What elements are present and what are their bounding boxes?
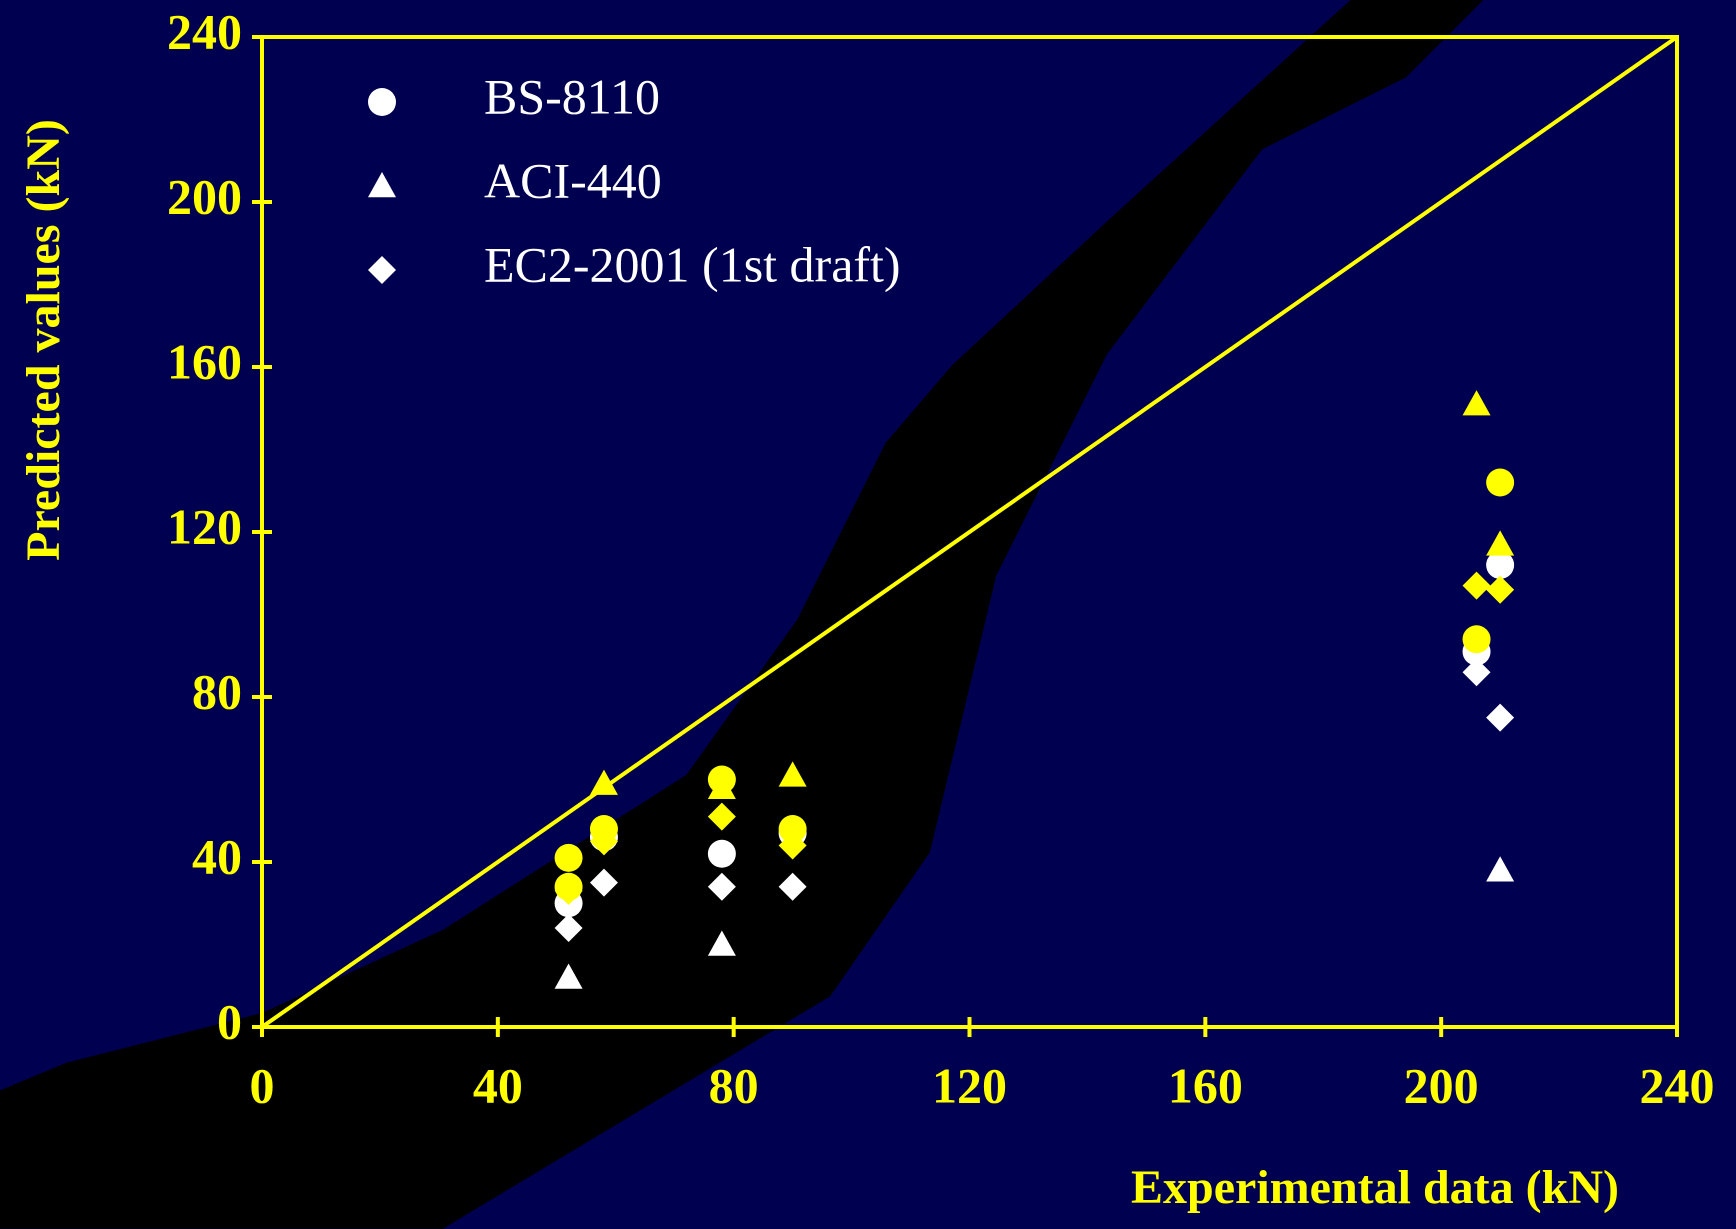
marker-circle — [708, 840, 736, 868]
y-tick-label: 200 — [167, 168, 242, 224]
y-tick-label: 40 — [192, 828, 242, 884]
x-tick-label: 240 — [1640, 1057, 1715, 1113]
x-tick-label: 120 — [932, 1057, 1007, 1113]
x-tick-label: 40 — [473, 1057, 523, 1113]
y-axis-title: Predicted values (kN) — [17, 119, 70, 561]
marker-circle — [368, 88, 396, 116]
y-tick-label: 240 — [167, 3, 242, 59]
marker-circle — [555, 844, 583, 872]
x-tick-label: 80 — [709, 1057, 759, 1113]
y-tick-label: 120 — [167, 498, 242, 554]
x-tick-label: 160 — [1168, 1057, 1243, 1113]
y-tick-label: 160 — [167, 333, 242, 389]
x-tick-label: 0 — [250, 1057, 275, 1113]
x-tick-label: 200 — [1404, 1057, 1479, 1113]
legend-label: EC2-2001 (1st draft) — [484, 236, 901, 292]
legend-label: BS-8110 — [484, 68, 660, 124]
chart: Experimental data (kN) Predicted values … — [0, 0, 1736, 1229]
marker-circle — [1486, 469, 1514, 497]
marker-circle — [1463, 625, 1491, 653]
x-axis-title: Experimental data (kN) — [1131, 1161, 1619, 1214]
y-tick-label: 0 — [217, 993, 242, 1049]
y-tick-label: 80 — [192, 663, 242, 719]
legend-label: ACI-440 — [484, 152, 662, 208]
